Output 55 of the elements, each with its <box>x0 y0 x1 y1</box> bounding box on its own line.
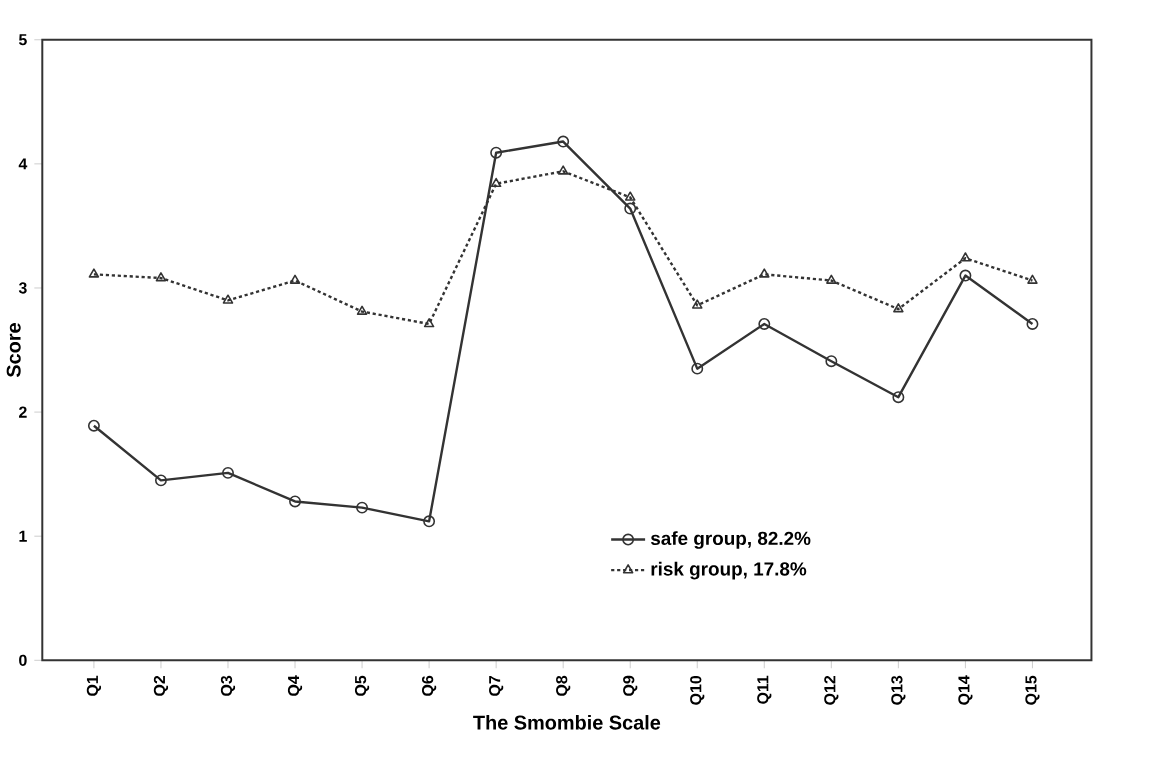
x-tick-label: Q5 <box>354 675 370 696</box>
point <box>960 252 971 262</box>
point <box>87 419 100 432</box>
point <box>691 362 704 375</box>
point <box>154 474 167 487</box>
x-tick-label: Q14 <box>958 675 973 705</box>
x-tick-label: Q7 <box>489 676 504 696</box>
x-tick-label: Q4 <box>287 675 303 696</box>
x-tick-label: Q9 <box>623 675 638 696</box>
point <box>624 202 637 215</box>
point <box>289 495 301 508</box>
legend-label: safe group, 82.2% <box>650 531 811 549</box>
y-tick-label: 5 <box>18 34 27 46</box>
point <box>88 268 100 278</box>
point <box>758 318 771 331</box>
y-tick-label: 3 <box>18 282 27 294</box>
x-tick-label: Q3 <box>220 675 236 696</box>
point <box>490 146 503 159</box>
point <box>1026 318 1039 331</box>
point <box>490 177 502 188</box>
x-tick-label: Q13 <box>891 675 906 705</box>
x-tick-label: Q12 <box>824 676 839 705</box>
x-tick-label: Q11 <box>757 675 772 704</box>
point <box>222 294 234 304</box>
x-tick-label: Q15 <box>1025 675 1040 705</box>
point <box>356 501 369 514</box>
point <box>222 467 234 479</box>
point <box>624 191 636 201</box>
point <box>1027 274 1038 285</box>
point <box>155 272 167 282</box>
point <box>423 515 436 528</box>
point <box>356 305 368 316</box>
legend-label: risk group, 17.8% <box>651 561 807 580</box>
x-tick-label: Q2 <box>153 676 169 696</box>
y-axis-title: Score <box>6 323 21 378</box>
y-tick-label: 2 <box>19 406 27 418</box>
point <box>557 135 570 148</box>
x-tick-label: Q1 <box>86 675 102 696</box>
point <box>826 274 837 285</box>
point <box>959 269 972 282</box>
point <box>759 268 770 278</box>
point <box>825 355 838 368</box>
point <box>893 303 904 313</box>
point <box>423 318 435 328</box>
x-axis-title: The Smombie Scale <box>473 715 661 730</box>
point <box>892 391 905 404</box>
y-tick-label: 1 <box>19 530 27 542</box>
point <box>557 165 569 175</box>
y-tick-label: 4 <box>18 158 28 170</box>
point <box>691 299 703 309</box>
y-tick-label: 0 <box>19 654 27 667</box>
x-tick-label: Q6 <box>421 675 437 696</box>
x-tick-label: Q8 <box>556 675 571 696</box>
x-tick-label: Q10 <box>690 676 705 705</box>
point <box>289 274 301 285</box>
